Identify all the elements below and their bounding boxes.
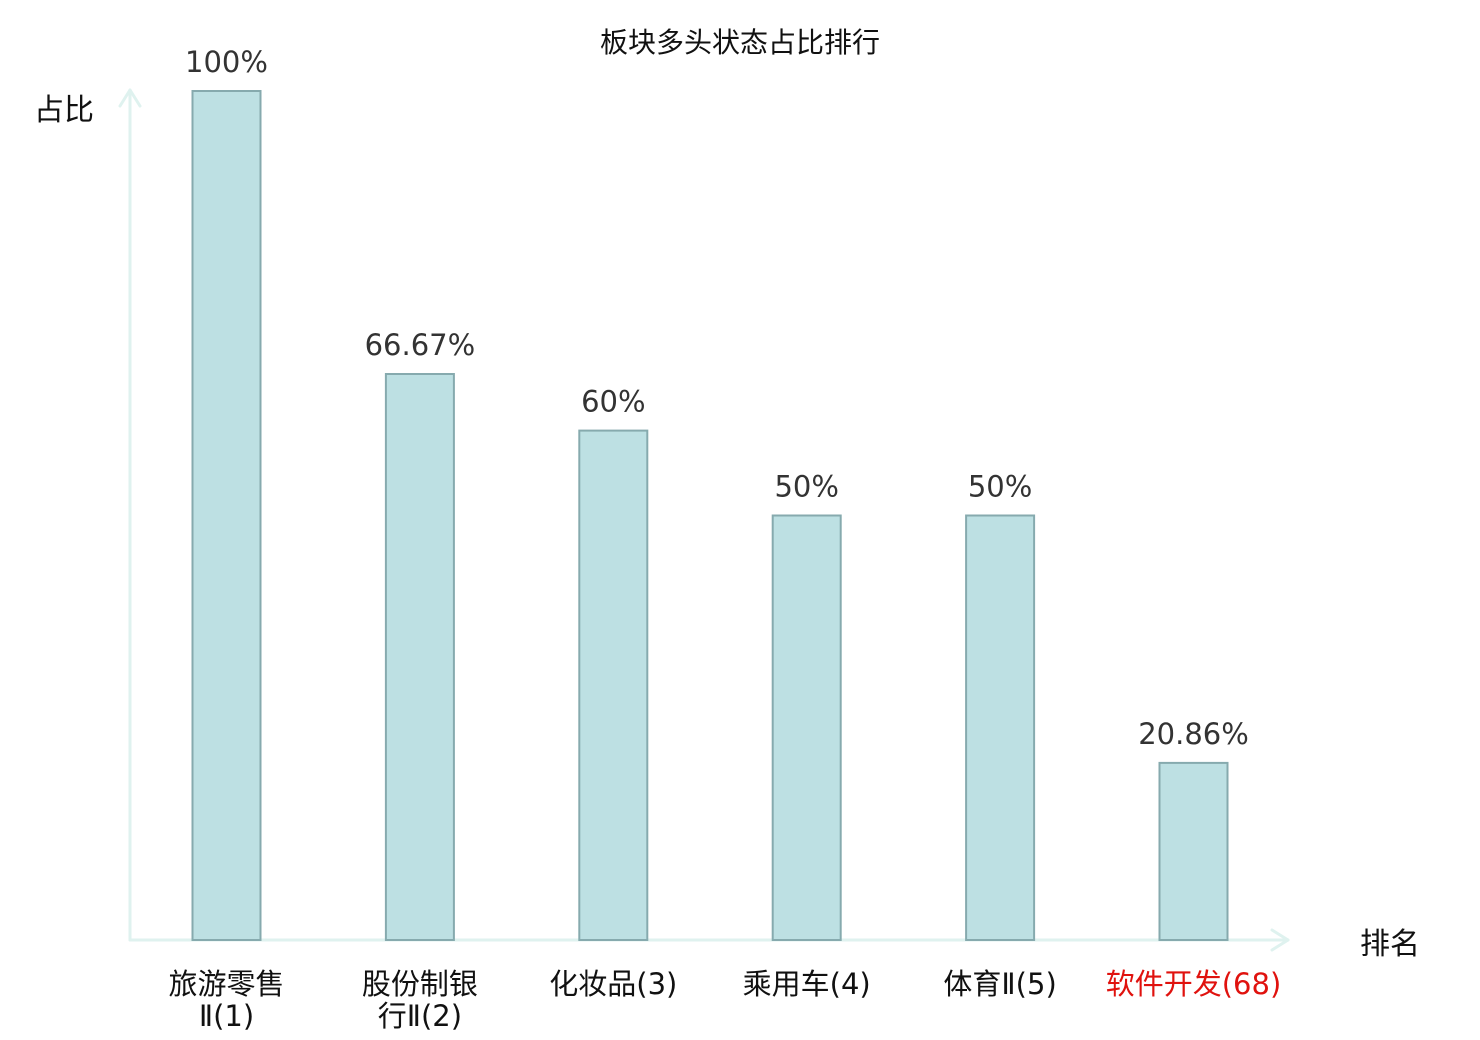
bar-series [191,90,1229,942]
x-tick-label: 化妆品(3) [549,967,677,1001]
bar [384,373,455,941]
y-axis-arrow [118,88,142,108]
y-axis-label: 占比 [34,93,94,128]
x-tick-label: 乘用车(4) [743,967,871,1001]
x-axis-arrow [1270,928,1290,952]
x-tick-label-line2: 行Ⅱ(2) [378,999,462,1033]
bar [578,429,649,941]
bar-value-label: 100% [185,45,268,79]
axes [118,88,1290,952]
x-tick-label-line2: Ⅱ(1) [199,999,254,1033]
x-tick-label: 股份制银 [362,967,478,1001]
chart-title: 板块多头状态占比排行 [600,26,880,59]
bar-value-label: 50% [774,470,838,504]
bar [965,514,1036,941]
bar [1158,761,1229,942]
bar-value-label: 66.67% [365,328,476,362]
bar-value-label: 20.86% [1138,717,1249,751]
bar [771,514,842,941]
bar-value-label: 60% [581,385,645,419]
bar [191,90,262,941]
x-tick-label: 旅游零售 [168,967,284,1001]
value-labels: 100% 66.67% 60% 50% 50% 20.86% [185,45,1249,751]
x-tick-label: 体育Ⅱ(5) [943,967,1056,1001]
x-axis-label: 排名 [1360,927,1420,962]
x-tick-label: 软件开发(68) [1106,967,1282,1001]
bar-value-label: 50% [968,470,1032,504]
